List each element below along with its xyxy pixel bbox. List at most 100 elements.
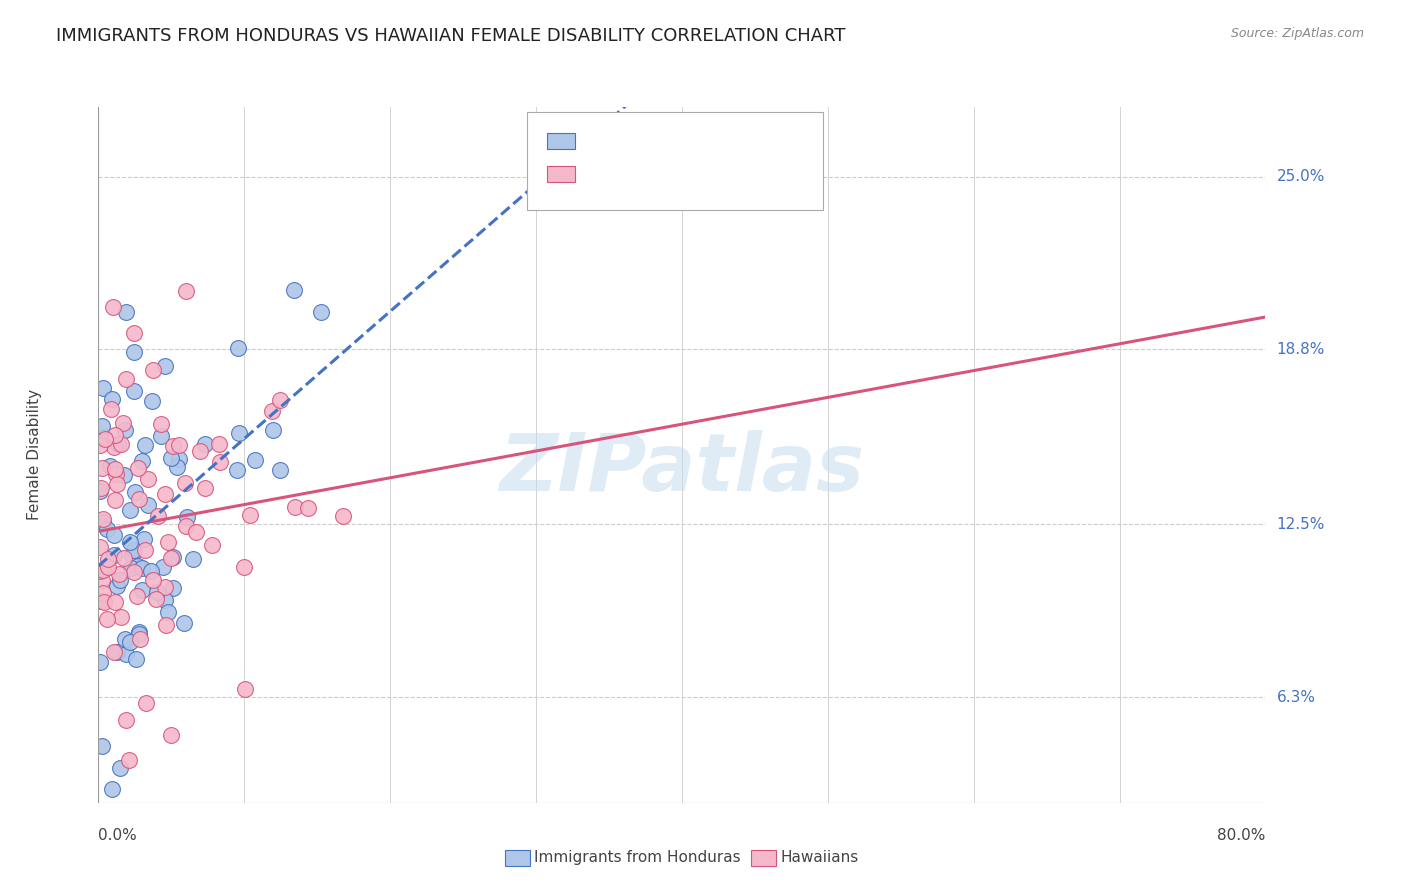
Point xyxy=(103,528,125,542)
Point xyxy=(127,559,149,574)
Point xyxy=(89,655,111,669)
Text: 80.0%: 80.0% xyxy=(1218,828,1265,843)
Point xyxy=(162,582,184,596)
Point xyxy=(149,429,172,443)
Text: 67: 67 xyxy=(711,134,733,148)
Point xyxy=(162,439,184,453)
Text: 12.5%: 12.5% xyxy=(1277,517,1324,532)
Point xyxy=(149,417,172,431)
Point xyxy=(122,565,145,579)
Point xyxy=(110,437,132,451)
Point xyxy=(153,487,176,501)
Point xyxy=(152,560,174,574)
Point xyxy=(146,585,169,599)
Text: N =: N = xyxy=(665,134,709,148)
Point xyxy=(136,498,159,512)
Point xyxy=(269,463,291,477)
Point xyxy=(91,739,114,754)
Point xyxy=(91,460,114,475)
Point xyxy=(89,438,111,452)
Text: Hawaiians: Hawaiians xyxy=(780,850,859,864)
Point xyxy=(233,560,256,574)
Point xyxy=(153,592,176,607)
Point xyxy=(141,393,163,408)
Point xyxy=(188,443,211,458)
Point xyxy=(173,475,195,490)
Point xyxy=(284,500,307,514)
Point xyxy=(124,484,146,499)
Point xyxy=(125,589,148,603)
Point xyxy=(128,491,150,506)
Point xyxy=(97,559,120,574)
Point xyxy=(120,561,142,575)
Point xyxy=(104,595,127,609)
Text: ZIPatlas: ZIPatlas xyxy=(499,430,865,508)
Point xyxy=(105,579,128,593)
Point xyxy=(118,534,141,549)
Point xyxy=(131,453,153,467)
Point xyxy=(104,492,127,507)
Text: 0.0%: 0.0% xyxy=(98,828,138,843)
Point xyxy=(96,552,118,566)
Point xyxy=(103,645,125,659)
Point xyxy=(134,542,156,557)
Point xyxy=(96,612,118,626)
Point xyxy=(120,503,142,517)
Point xyxy=(105,645,128,659)
Point xyxy=(112,416,135,430)
Point xyxy=(160,728,183,742)
Point xyxy=(136,472,159,486)
Text: R =: R = xyxy=(581,167,614,181)
Point xyxy=(125,652,148,666)
Text: 25.0%: 25.0% xyxy=(1277,169,1324,184)
Point xyxy=(194,437,217,451)
Point xyxy=(132,532,155,546)
Point xyxy=(91,573,114,587)
Point xyxy=(145,592,167,607)
Point xyxy=(156,535,179,549)
Point xyxy=(110,610,132,624)
Point xyxy=(162,549,184,564)
Point xyxy=(94,432,117,446)
Point xyxy=(121,548,143,562)
Point xyxy=(89,541,111,555)
Point xyxy=(155,359,177,373)
Point xyxy=(104,467,127,481)
Point xyxy=(118,635,141,649)
Point xyxy=(225,463,247,477)
Point xyxy=(128,627,150,641)
Point xyxy=(103,440,125,454)
Point xyxy=(173,616,195,631)
Point xyxy=(112,551,135,566)
Point xyxy=(114,305,136,319)
Point xyxy=(131,561,153,575)
Point xyxy=(122,344,145,359)
Point xyxy=(159,450,181,465)
Point xyxy=(91,512,114,526)
Point xyxy=(108,566,131,581)
Point xyxy=(115,647,138,661)
Text: IMMIGRANTS FROM HONDURAS VS HAWAIIAN FEMALE DISABILITY CORRELATION CHART: IMMIGRANTS FROM HONDURAS VS HAWAIIAN FEM… xyxy=(56,27,846,45)
Point xyxy=(100,401,122,416)
Point xyxy=(89,483,111,498)
Point xyxy=(101,781,124,796)
Point xyxy=(208,437,231,451)
Point xyxy=(131,582,153,597)
Point xyxy=(98,458,121,473)
Point xyxy=(297,501,319,516)
Point xyxy=(174,284,197,298)
Point xyxy=(105,477,128,491)
Point xyxy=(93,595,115,609)
Point xyxy=(156,605,179,619)
Point xyxy=(93,430,115,444)
Point xyxy=(103,549,125,563)
Point xyxy=(115,372,138,386)
Point xyxy=(208,455,231,469)
Point xyxy=(104,427,127,442)
Point xyxy=(332,508,354,523)
Point xyxy=(122,326,145,340)
Text: 72: 72 xyxy=(711,167,733,181)
Point xyxy=(155,617,177,632)
Point xyxy=(167,438,190,452)
Text: 6.3%: 6.3% xyxy=(1277,690,1316,705)
